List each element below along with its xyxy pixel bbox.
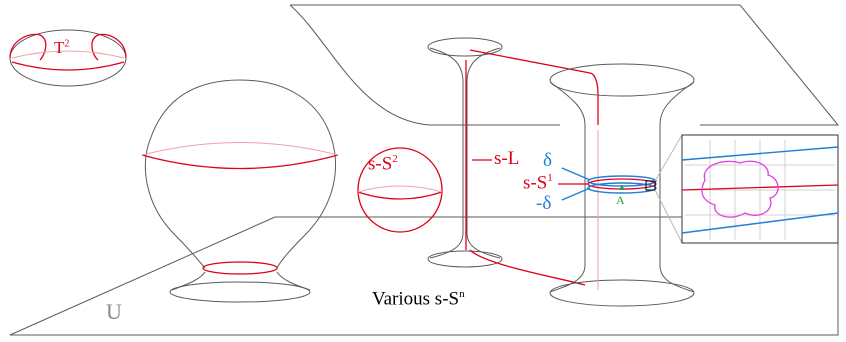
svg-text:▲: ▲ (618, 182, 627, 192)
connector-curves (469, 49, 599, 286)
upper-plane (289, 4, 840, 126)
label-leaders (472, 159, 591, 201)
neg-delta-label: -δ (536, 193, 552, 214)
circle-label: s-S1 (523, 172, 553, 194)
sphere-label: s-S2 (368, 153, 398, 175)
torus (9, 29, 127, 87)
delta-label: δ (543, 150, 552, 171)
point-label: A (616, 193, 625, 207)
small-sphere (357, 147, 443, 233)
large-sphere (141, 79, 339, 303)
caption: Various s-Sn (372, 288, 465, 310)
torus-label: T2 (54, 38, 70, 57)
line-label: s-L (494, 148, 520, 169)
zoom-box (645, 180, 656, 191)
thin-tube (427, 37, 503, 268)
zoom-inset (654, 134, 839, 244)
wide-tube: ▲ (549, 63, 695, 307)
space-label: U (106, 299, 122, 324)
